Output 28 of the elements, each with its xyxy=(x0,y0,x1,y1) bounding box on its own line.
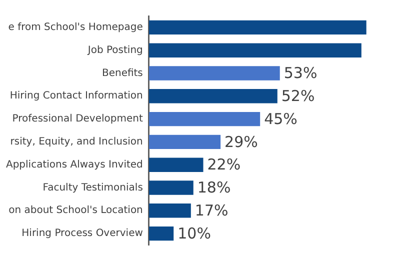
y-tick-label: on about School's Location xyxy=(8,205,143,216)
y-tick-label: Hiring Process Overview xyxy=(22,228,143,240)
y-tick-label: Applications Always Invited xyxy=(6,159,143,170)
y-tick-label: Benefits xyxy=(102,68,143,79)
y-tick-label: Job Posting xyxy=(86,44,143,56)
bar xyxy=(148,226,174,241)
data-label: 52% xyxy=(281,87,315,106)
data-label: 10% xyxy=(178,224,211,242)
bar xyxy=(148,134,221,150)
bar xyxy=(148,204,191,218)
y-tick-label: rsity, Equity, and Inclusion xyxy=(10,136,143,148)
data-label: 29% xyxy=(224,132,258,151)
bar xyxy=(148,158,204,172)
bar xyxy=(148,20,366,35)
y-tick-label: Professional Development xyxy=(12,114,143,125)
data-label: 18% xyxy=(197,178,231,197)
y-tick-label: Hiring Contact Information xyxy=(10,90,143,102)
data-label: 53% xyxy=(284,64,318,82)
data-label: 17% xyxy=(194,202,228,220)
bar xyxy=(148,89,278,104)
bar xyxy=(148,66,280,80)
bar xyxy=(148,180,194,195)
bar xyxy=(148,112,260,126)
bar xyxy=(148,43,362,58)
y-tick-label: Faculty Testimonials xyxy=(42,182,143,194)
data-label: 45% xyxy=(264,110,298,128)
y-tick-label: e from School's Homepage xyxy=(8,22,143,34)
data-label: 22% xyxy=(207,156,241,174)
